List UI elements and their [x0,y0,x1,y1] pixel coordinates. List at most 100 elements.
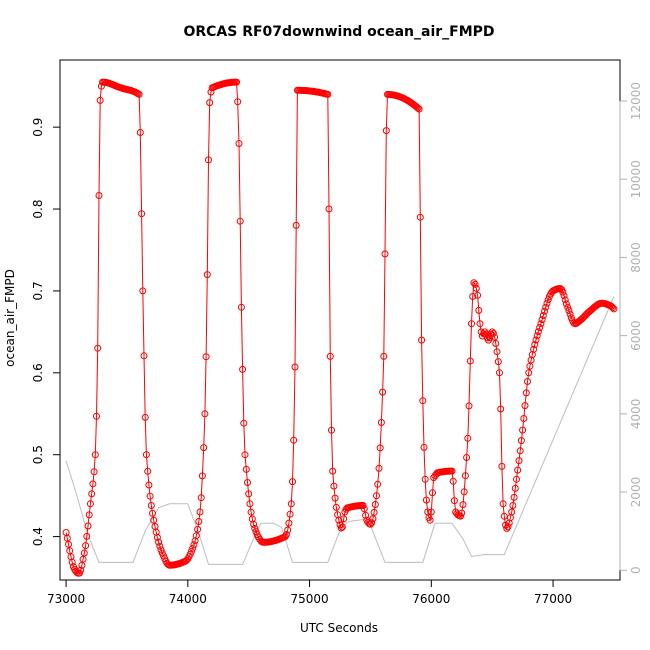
data-point [190,541,198,549]
y-tick-label: 0.7 [31,281,45,300]
data-point [504,523,512,531]
data-point [515,457,523,465]
data-point [90,468,98,476]
data-point [191,537,199,545]
data-point [471,280,479,288]
data-point [537,320,545,328]
data-point [560,292,568,300]
data-point [233,78,240,86]
x-tick-label: 75000 [290,592,328,606]
data-point [542,303,550,311]
data-point [96,96,104,104]
data-point [561,296,569,304]
data-point [79,555,87,563]
data-point [531,341,539,349]
data-point [146,492,154,500]
data-point [202,353,210,361]
data-point [65,540,72,548]
data-point [464,434,472,442]
data-point [497,405,505,413]
data-point [470,279,478,287]
y-tick-label: 0.6 [31,363,45,382]
data-point [371,501,379,508]
data-point [142,451,150,459]
data-point [330,482,338,490]
series-secondary-line [65,296,615,565]
data-point [145,481,153,489]
data-point [80,549,88,557]
data-point [465,402,473,410]
data-point [534,328,542,336]
data-point [153,533,161,541]
data-point [188,547,195,555]
data-point [242,465,250,473]
data-point [422,496,430,504]
series-primary-line [65,81,615,574]
y2-tick-label: 0 [629,566,643,574]
y2-tick-label: 10000 [629,160,643,198]
data-point [134,90,142,98]
data-point [239,365,247,373]
data-point [292,221,300,229]
data-point [382,127,390,135]
data-point [236,217,244,225]
data-point [472,284,480,292]
data-point [508,508,516,516]
data-point [291,363,299,371]
data-point [91,451,99,459]
data-point [140,352,148,360]
x-tick-label: 73000 [47,592,85,606]
data-point [421,475,429,483]
data-point [181,557,189,565]
data-point [609,304,617,312]
data-point [564,303,572,311]
data-point [89,480,97,488]
data-point [189,544,197,552]
data-point [235,140,243,147]
data-point [290,436,298,444]
x-tick-label: 76000 [412,592,450,606]
plot-frame [59,59,621,581]
data-point [370,508,378,516]
data-point [418,336,426,344]
data-point [486,334,494,342]
data-point [521,402,529,410]
data-point [183,556,191,564]
data-point [68,558,76,566]
data-point [379,388,387,396]
data-point [205,156,212,164]
data-point [538,316,546,324]
data-point [468,320,475,328]
y-axis-label: ocean_air_FMPD [3,269,17,367]
data-point [196,508,204,516]
data-point [463,454,471,461]
data-point [362,511,370,519]
y-tick-label: 0.8 [31,199,45,218]
data-point [520,415,528,422]
data-point [420,443,428,451]
data-point [513,475,520,483]
x-tick-label: 74000 [169,592,207,606]
data-point [498,462,506,470]
data-point [93,412,100,420]
data-point [245,490,253,498]
x-tick-label: 77000 [534,592,572,606]
data-point [476,320,484,328]
data-point [528,351,536,359]
data-point [240,419,248,427]
data-point [86,500,94,508]
data-point [610,305,618,313]
data-point [195,518,203,525]
y2-tick-label: 2000 [629,477,643,508]
data-point [197,494,205,502]
data-point [237,303,245,311]
data-point [329,467,337,475]
data-point [536,324,544,332]
data-point [331,494,339,502]
y-tick-label: 0.5 [31,445,45,464]
data-point [541,307,548,315]
data-point [246,500,254,508]
data-point [289,478,296,486]
data-point [285,519,293,527]
